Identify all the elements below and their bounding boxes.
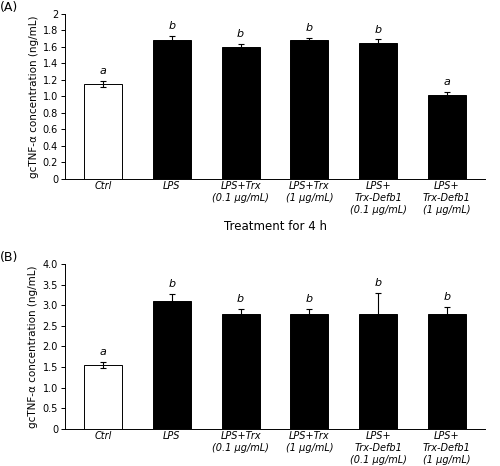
Text: b: b (168, 279, 175, 289)
Bar (84, 84, 122, 178)
Bar (428, 95, 466, 178)
Text: a: a (100, 347, 106, 356)
Text: b: b (444, 292, 450, 302)
Bar (84, 365, 122, 429)
Bar (222, 47, 260, 178)
Text: b: b (168, 21, 175, 31)
Text: b: b (306, 295, 313, 304)
Y-axis label: gcTNF-α concentration (ng/mL): gcTNF-α concentration (ng/mL) (28, 265, 38, 428)
Bar (222, 315, 260, 429)
Y-axis label: gcTNF-α concentration (ng/mL): gcTNF-α concentration (ng/mL) (28, 15, 38, 178)
Text: b: b (306, 23, 313, 33)
Bar (290, 41, 329, 178)
Text: b: b (374, 25, 382, 34)
Bar (360, 43, 397, 178)
Bar (290, 315, 329, 429)
Bar (360, 314, 397, 429)
Text: a: a (444, 77, 450, 87)
Bar (153, 41, 190, 178)
Text: (B): (B) (0, 251, 18, 264)
Text: b: b (374, 278, 382, 288)
Text: (A): (A) (0, 1, 18, 14)
Text: b: b (237, 295, 244, 304)
Text: b: b (237, 29, 244, 40)
Bar (428, 315, 466, 429)
Text: a: a (100, 66, 106, 75)
Bar (153, 301, 190, 429)
X-axis label: Treatment for 4 h: Treatment for 4 h (224, 220, 326, 233)
